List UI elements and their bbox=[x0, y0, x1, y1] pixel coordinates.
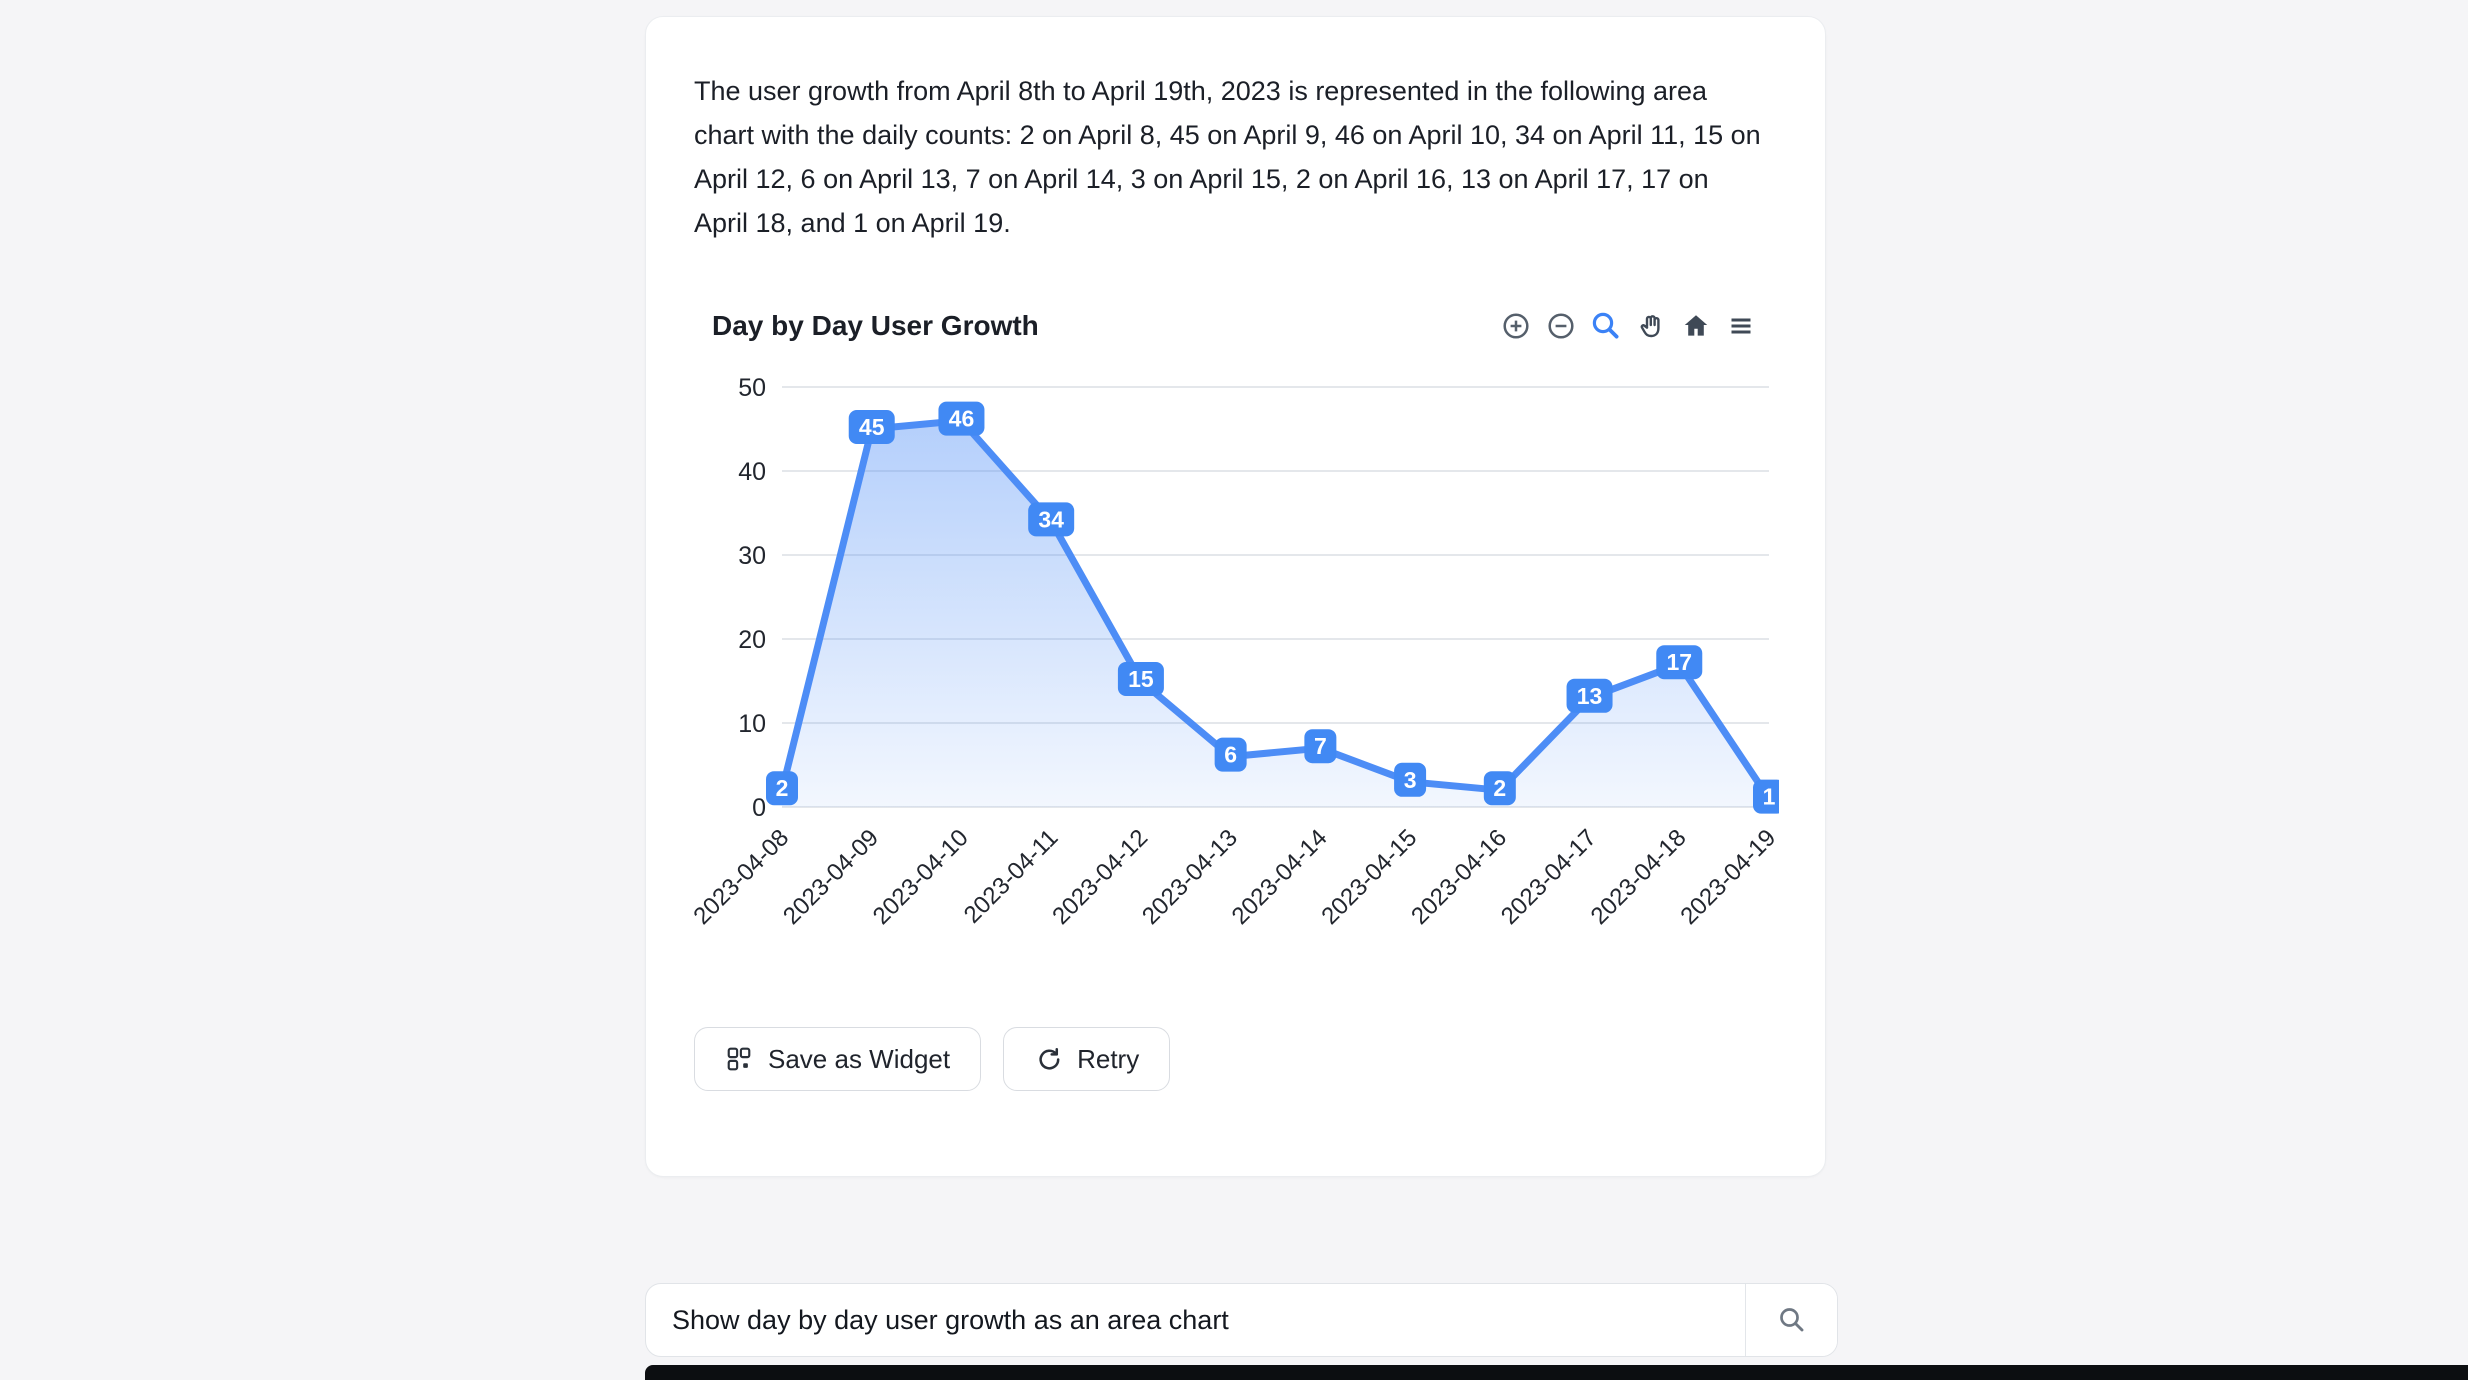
prompt-search-bar bbox=[645, 1283, 1838, 1357]
svg-text:0: 0 bbox=[752, 794, 766, 822]
search-input[interactable] bbox=[646, 1284, 1745, 1356]
save-as-widget-label: Save as Widget bbox=[768, 1043, 951, 1074]
svg-text:50: 50 bbox=[738, 374, 766, 402]
svg-text:45: 45 bbox=[859, 414, 885, 440]
svg-text:2023-04-08: 2023-04-08 bbox=[694, 824, 794, 930]
retry-refresh-icon bbox=[1034, 1045, 1062, 1073]
chart-card: The user growth from April 8th to April … bbox=[645, 16, 1826, 1177]
svg-text:20: 20 bbox=[738, 626, 766, 654]
box-zoom-icon[interactable] bbox=[1590, 310, 1622, 342]
widget-grid-icon bbox=[725, 1045, 753, 1073]
svg-text:13: 13 bbox=[1577, 683, 1603, 709]
chart-title: Day by Day User Growth bbox=[712, 310, 1039, 341]
retry-label: Retry bbox=[1077, 1043, 1140, 1074]
svg-text:2023-04-12: 2023-04-12 bbox=[1047, 824, 1153, 930]
card-actions: Save as Widget Retry bbox=[694, 1027, 1777, 1091]
svg-text:30: 30 bbox=[738, 542, 766, 570]
svg-text:2023-04-15: 2023-04-15 bbox=[1316, 824, 1422, 930]
svg-text:2023-04-13: 2023-04-13 bbox=[1137, 824, 1243, 930]
svg-text:2023-04-11: 2023-04-11 bbox=[959, 824, 1064, 929]
bottom-sheet-edge bbox=[645, 1365, 2468, 1380]
chart-description: The user growth from April 8th to April … bbox=[694, 76, 1761, 238]
svg-text:2023-04-09: 2023-04-09 bbox=[778, 824, 884, 930]
retry-button[interactable]: Retry bbox=[1003, 1027, 1171, 1091]
svg-text:2023-04-18: 2023-04-18 bbox=[1586, 824, 1692, 930]
svg-text:2: 2 bbox=[1493, 775, 1506, 801]
chart-header: Day by Day User Growth bbox=[712, 303, 1771, 349]
svg-text:40: 40 bbox=[738, 458, 766, 486]
svg-text:3: 3 bbox=[1404, 767, 1417, 793]
svg-text:7: 7 bbox=[1314, 733, 1327, 759]
svg-text:10: 10 bbox=[738, 710, 766, 738]
search-button[interactable] bbox=[1745, 1284, 1837, 1356]
reset-axes-home-icon[interactable] bbox=[1680, 310, 1712, 342]
svg-text:2: 2 bbox=[776, 775, 789, 801]
chart-toolbar bbox=[1500, 310, 1757, 342]
pan-hand-icon[interactable] bbox=[1635, 310, 1667, 342]
svg-text:1: 1 bbox=[1763, 784, 1776, 810]
svg-text:2023-04-14: 2023-04-14 bbox=[1227, 824, 1333, 930]
zoom-in-icon[interactable] bbox=[1500, 310, 1532, 342]
svg-text:2023-04-17: 2023-04-17 bbox=[1496, 824, 1602, 930]
svg-text:2023-04-10: 2023-04-10 bbox=[868, 824, 974, 930]
zoom-out-icon[interactable] bbox=[1545, 310, 1577, 342]
area-chart-plot[interactable]: 0 10 20 30 40 50 2023-04-08 2023-04-09 2023-04-1… bbox=[688, 371, 1785, 931]
save-as-widget-button[interactable]: Save as Widget bbox=[694, 1027, 982, 1091]
svg-text:6: 6 bbox=[1224, 742, 1237, 768]
svg-text:46: 46 bbox=[949, 406, 975, 432]
svg-text:2023-04-16: 2023-04-16 bbox=[1406, 824, 1512, 930]
svg-text:34: 34 bbox=[1038, 506, 1064, 532]
svg-text:15: 15 bbox=[1128, 666, 1154, 692]
search-icon bbox=[1776, 1304, 1808, 1336]
area-chart-svg: 010203040502023-04-082023-04-092023-04-1… bbox=[688, 374, 1785, 930]
menu-hamburger-icon[interactable] bbox=[1725, 310, 1757, 342]
svg-text:2023-04-19: 2023-04-19 bbox=[1675, 824, 1779, 930]
svg-text:17: 17 bbox=[1666, 649, 1692, 675]
